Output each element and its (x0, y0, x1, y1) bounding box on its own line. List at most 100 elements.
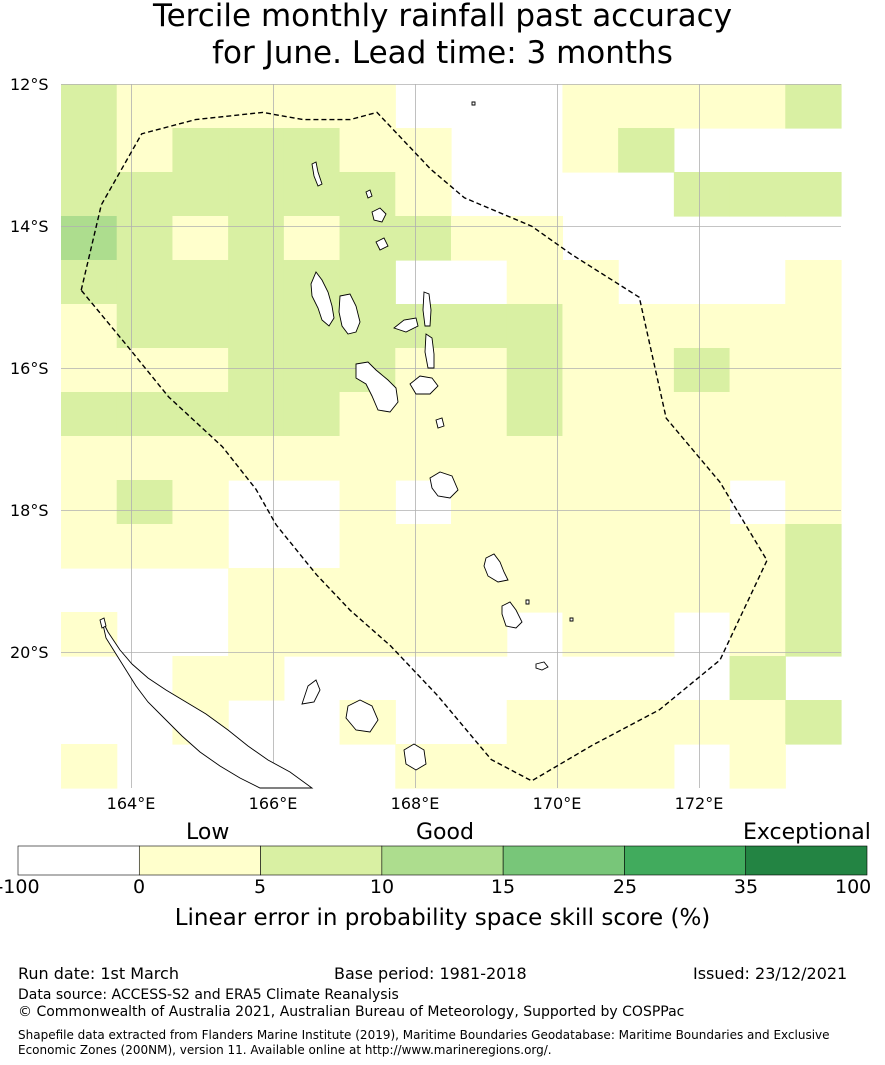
map-title-line1: Tercile monthly rainfall past accuracy (152, 0, 733, 34)
coastlines (99, 101, 574, 789)
skill-cell (562, 304, 619, 349)
skill-cells (61, 84, 842, 789)
skill-cell (785, 524, 842, 569)
skill-cell (562, 348, 619, 393)
colorbar-title: Linear error in probability space skill … (174, 905, 711, 931)
skill-cell (673, 304, 731, 349)
skill-cell (172, 392, 229, 437)
lon-label-172e: 172°E (674, 794, 724, 813)
skill-cell (283, 172, 341, 217)
skill-cell (228, 172, 285, 217)
skill-cell (729, 744, 786, 789)
skill-cell (228, 656, 285, 701)
skill-cell (618, 84, 675, 129)
skill-cell (116, 128, 174, 173)
eez-boundary (80, 111, 768, 782)
erromango-island (483, 553, 509, 583)
skill-cell (116, 304, 174, 349)
skill-cell (785, 84, 842, 129)
skill-cell (562, 260, 619, 305)
skill-cell (61, 744, 118, 789)
skill-cell (451, 304, 508, 349)
efate-island (429, 471, 459, 499)
skill-cell (395, 216, 452, 261)
colorbar-segment (502, 845, 625, 876)
skill-score-map (61, 84, 842, 789)
map-title-line2: for June. Lead time: 3 months (212, 35, 673, 71)
lat-label-20s: 20°S (10, 643, 49, 662)
skill-cell (562, 436, 619, 481)
skill-cell (562, 84, 619, 129)
maewo-island (422, 291, 432, 327)
skill-cell (673, 568, 731, 613)
small-islet-north (471, 101, 476, 106)
skill-cell (283, 216, 341, 261)
ure-island (365, 189, 373, 199)
skill-cell (339, 84, 396, 129)
skill-cell (172, 436, 229, 481)
colorbar (17, 845, 868, 876)
skill-cell (562, 392, 619, 437)
skill-cell (618, 568, 675, 613)
loyalty-ouvea-island (301, 679, 321, 705)
skill-cell (61, 436, 118, 481)
lat-label-16s: 16°S (10, 359, 49, 378)
skill-cell (61, 348, 118, 393)
skill-cell (172, 524, 229, 569)
skill-cell (116, 392, 174, 437)
skill-cell (451, 744, 508, 789)
skill-cell (61, 172, 118, 217)
skill-cell (506, 700, 564, 745)
skill-cell (228, 84, 285, 129)
tanna-island (501, 601, 523, 629)
aneityum-island (535, 661, 549, 671)
loyalty-mare-island (403, 743, 427, 771)
colorbar-tick: -100 (0, 876, 40, 898)
skill-cell (785, 348, 842, 393)
loyalty-lifou-island (345, 699, 379, 733)
skill-cell (339, 568, 396, 613)
skill-cell (228, 392, 285, 437)
issued-date: Issued: 23/12/2021 (693, 964, 848, 983)
skill-cell (729, 524, 786, 569)
lat-label-12s: 12°S (10, 75, 49, 94)
skill-cell (729, 568, 786, 613)
colorbar-segment (17, 845, 140, 876)
skill-cell (116, 524, 174, 569)
skill-cell (228, 612, 285, 657)
skill-cell (395, 568, 452, 613)
skill-cell (506, 304, 564, 349)
skill-cell (339, 436, 396, 481)
gaua-island (375, 237, 389, 251)
skill-cell (116, 172, 174, 217)
skill-cell (116, 216, 174, 261)
skill-cell (506, 348, 564, 393)
skill-cell (339, 524, 396, 569)
skill-cell (785, 568, 842, 613)
skill-cell (618, 744, 675, 789)
skill-cell (395, 392, 452, 437)
malo-island (338, 293, 361, 335)
colorbar-tick: 25 (612, 876, 638, 898)
lon-label-168e: 168°E (390, 794, 440, 813)
skill-cell (451, 612, 508, 657)
skill-cell (228, 348, 285, 393)
skill-cell (116, 348, 174, 393)
skill-cell (283, 392, 341, 437)
skill-cell (395, 612, 452, 657)
lon-label-166e: 166°E (248, 794, 298, 813)
skill-cell (172, 260, 229, 305)
skill-cell (339, 216, 396, 261)
vanua-lava-island (371, 207, 387, 223)
shapefile-credit-line1: Shapefile data extracted from Flanders M… (18, 1028, 830, 1042)
colorbar-segment (745, 845, 868, 876)
skill-cell (172, 172, 229, 217)
skill-cell (451, 392, 508, 437)
skill-cell (228, 216, 285, 261)
skill-cell (785, 172, 842, 217)
skill-cell (729, 304, 786, 349)
skill-cell (172, 656, 229, 701)
colorbar-tick: 15 (490, 876, 516, 898)
skill-cell (116, 260, 174, 305)
new-caledonia-mainland (101, 619, 314, 789)
